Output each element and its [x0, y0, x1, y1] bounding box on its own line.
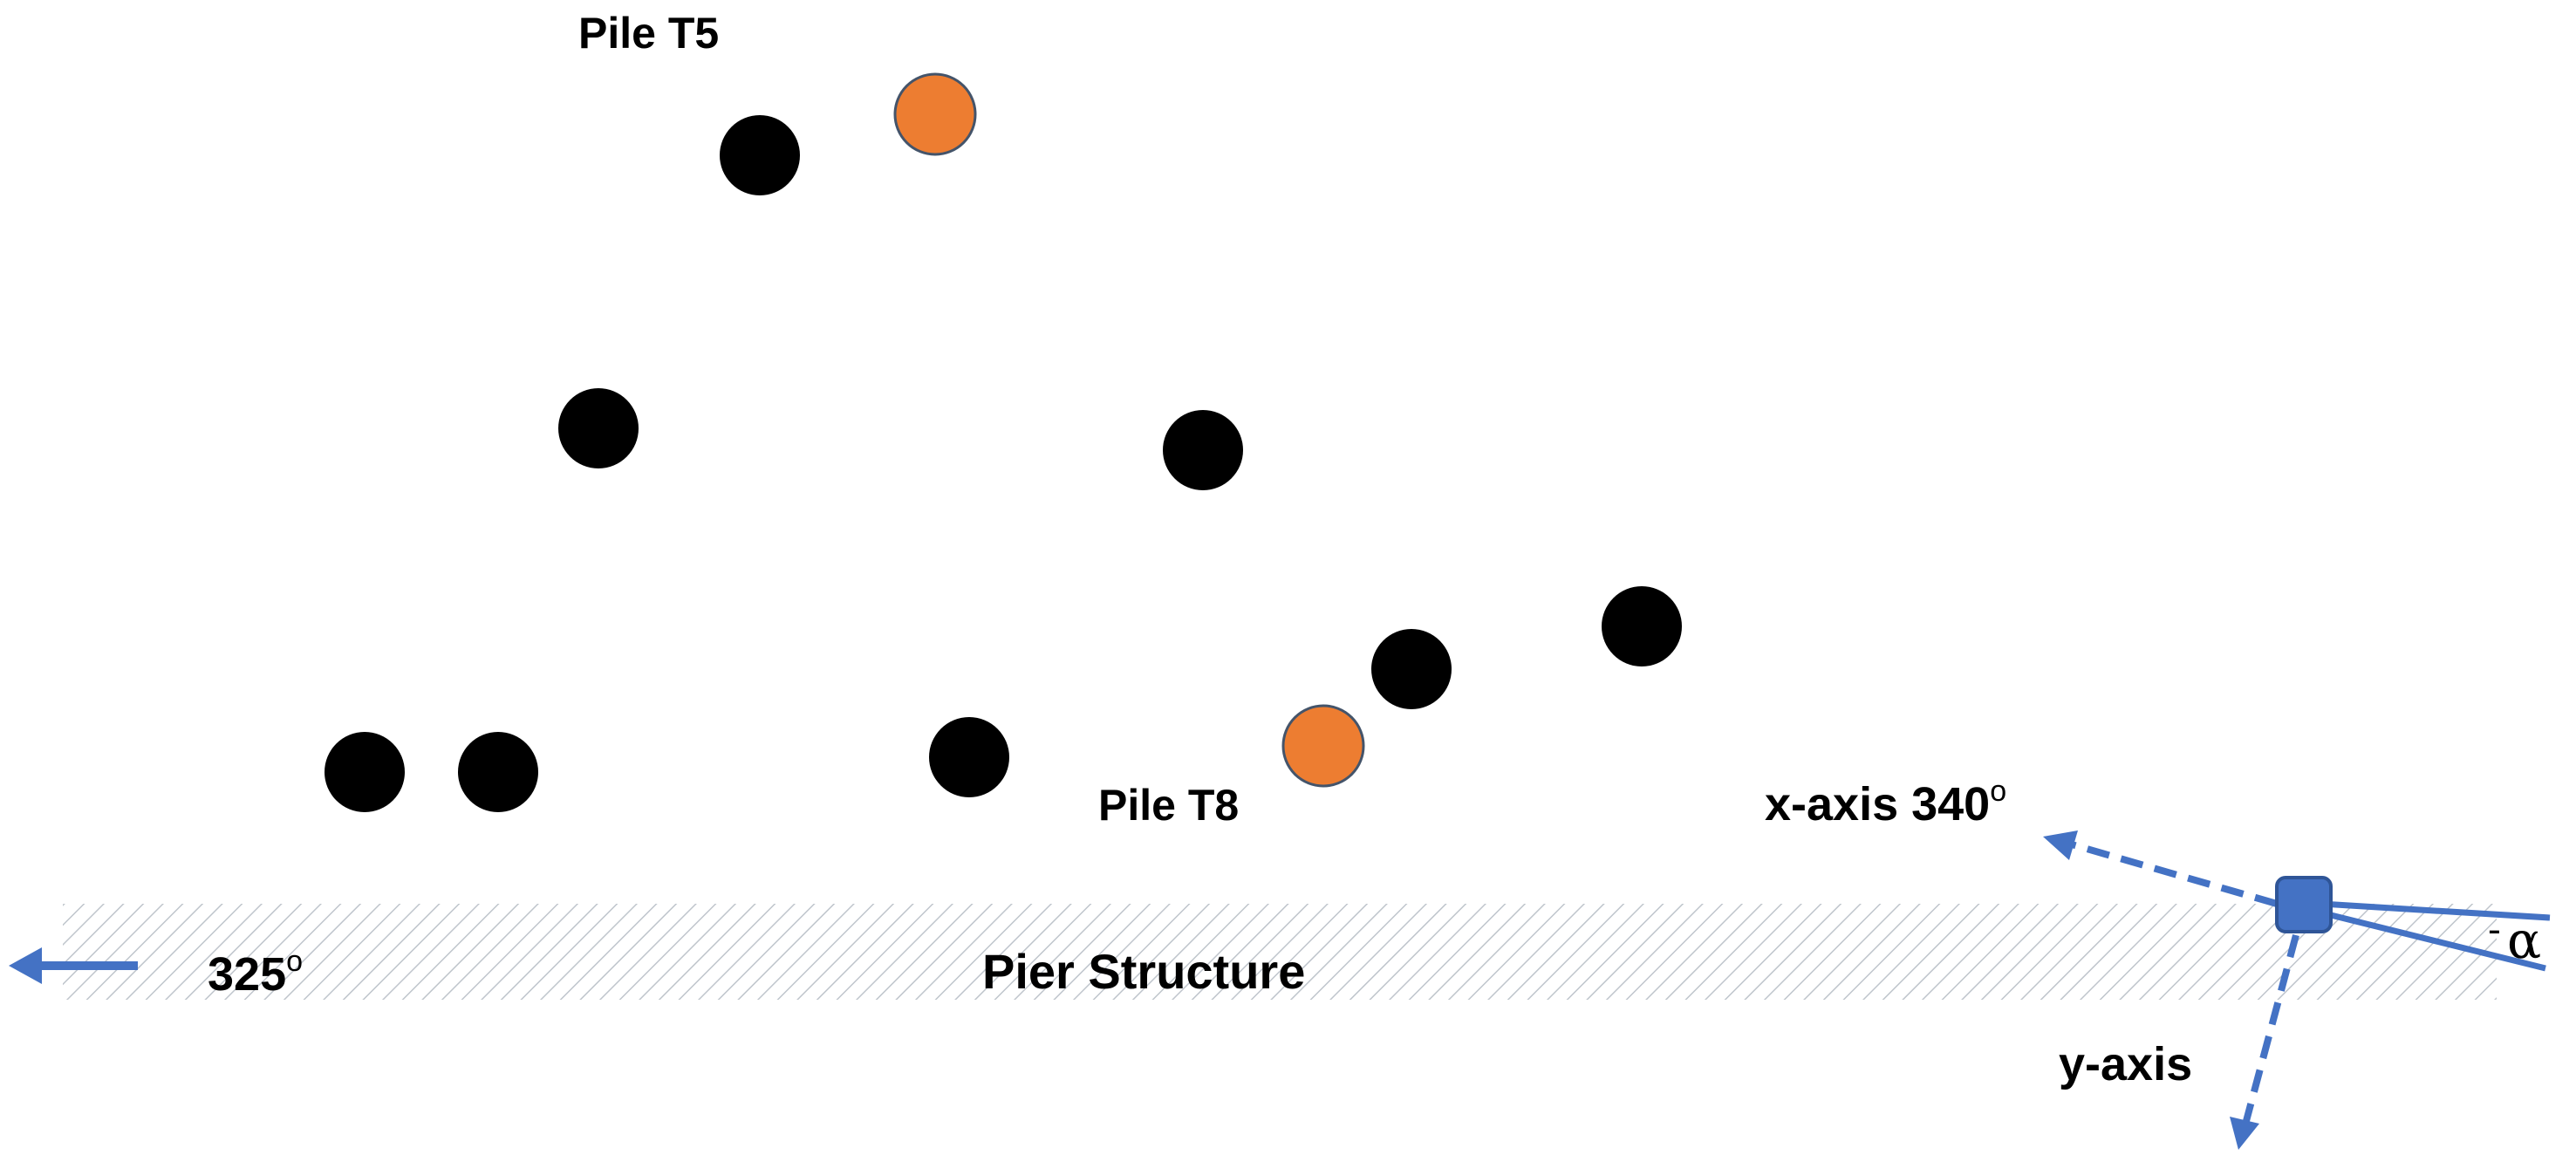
pile-7	[325, 732, 405, 812]
pier-direction-value: 325	[208, 948, 286, 1001]
pile-3	[558, 388, 639, 468]
angle-alpha-label: α	[2507, 911, 2541, 970]
pile-9	[929, 717, 1009, 797]
angle-minus-sign: -	[2488, 907, 2501, 952]
pile-4	[1163, 410, 1243, 490]
pier-structure-band	[63, 904, 2497, 1000]
pier-direction-degree: o	[286, 945, 303, 978]
pile-t5-label: Pile T5	[578, 9, 719, 58]
pile-t8-label: Pile T8	[1098, 781, 1239, 830]
pile-6	[1371, 629, 1452, 709]
y-axis-arrow	[2230, 933, 2299, 1150]
x-axis-label: x-axis 340o	[1765, 775, 2006, 830]
x-axis-degree: o	[1990, 775, 2006, 808]
sensor-square-icon	[2275, 876, 2333, 933]
left-arrow-icon	[9, 947, 138, 984]
pier-structure-label: Pier Structure	[982, 944, 1305, 999]
pile-5	[1602, 586, 1682, 666]
angle-lines	[2320, 900, 2551, 972]
x-axis-text: x-axis 340	[1765, 778, 1990, 830]
pile-T5	[893, 72, 977, 156]
pile-1	[720, 115, 800, 195]
x-axis-arrow	[2043, 830, 2279, 907]
pier-direction-label: 325o	[208, 945, 303, 1001]
pile-8	[458, 732, 538, 812]
piles-group	[325, 72, 1682, 812]
y-axis-label: y-axis	[2059, 1038, 2192, 1090]
pile-T8	[1281, 704, 1365, 788]
